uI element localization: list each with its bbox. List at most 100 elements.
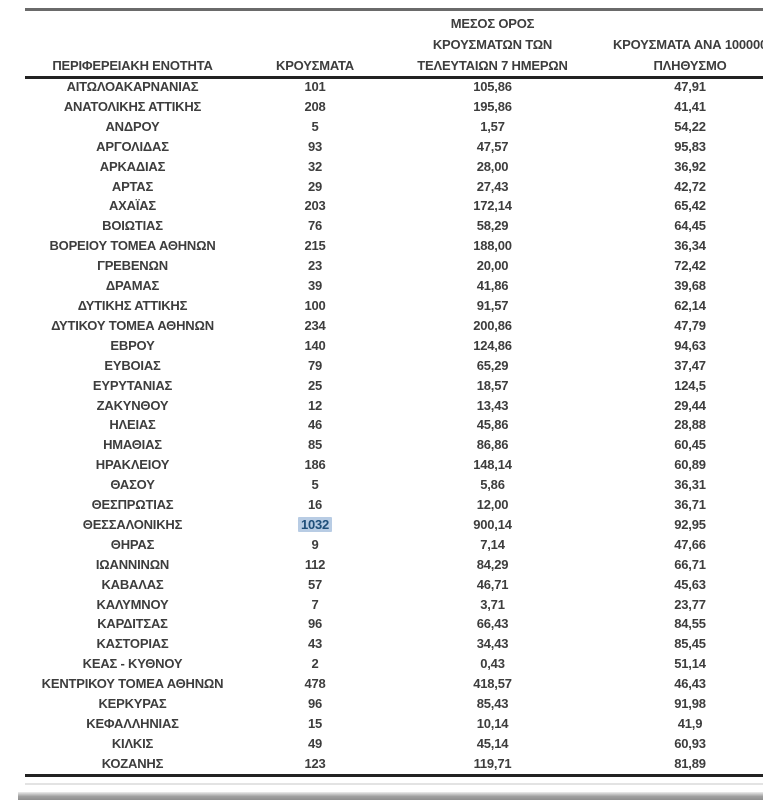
cell-text: 66,43 (476, 616, 509, 632)
cell-text: 60,93 (674, 735, 706, 751)
cell-text: 58,29 (476, 218, 509, 234)
table-row: ΘΕΣΣΑΛΟΝΙΚΗΣ 1032 900,14 92,95 (25, 515, 763, 535)
region-cell: ΕΥΒΟΙΑΣ (25, 356, 240, 376)
cell-text: ΒΟΙΩΤΙΑΣ (102, 218, 163, 234)
cell-text: 36,71 (674, 497, 706, 513)
cell-text: ΕΥΡΥΤΑΝΙΑΣ (92, 377, 173, 393)
avg7-cell: 34,43 (390, 634, 595, 654)
cell-text: 25 (307, 377, 323, 393)
avg7-cell: 45,14 (390, 734, 595, 754)
avg7-cell: 28,00 (390, 157, 595, 177)
cell-text: 200,86 (473, 317, 512, 333)
table-row: ΗΜΑΘΙΑΣ 85 86,86 60,45 (25, 435, 763, 455)
cell-text: 9 (311, 536, 319, 552)
bottom-gray-bar (18, 792, 763, 800)
region-cell: ΑΡΓΟΛΙΔΑΣ (25, 137, 240, 157)
avg7-cell: 105,86 (390, 77, 595, 97)
per100k-cell: 42,72 (595, 177, 763, 197)
region-cell: ΔΡΑΜΑΣ (25, 276, 240, 296)
cases-cell: 15 (240, 714, 390, 734)
per100k-cell: 60,89 (595, 455, 763, 475)
table-row: ΔΥΤΙΚΗΣ ΑΤΤΙΚΗΣ 100 91,57 62,14 (25, 296, 763, 316)
cell-text: 10,14 (476, 716, 509, 731)
cases-cell: 39 (240, 276, 390, 296)
cell-text: 81,89 (674, 755, 706, 771)
table-row: ΑΡΚΑΔΙΑΣ 32 28,00 36,92 (25, 157, 763, 177)
per100k-cell: 51,14 (595, 654, 763, 674)
avg7-cell: 18,57 (390, 376, 595, 396)
per100k-cell: 36,31 (595, 475, 763, 495)
cases-cell: 5 (240, 475, 390, 495)
region-cell: ΚΕΦΑΛΛΗΝΙΑΣ (25, 714, 240, 734)
cell-text: ΔΡΑΜΑΣ (105, 278, 160, 294)
avg7-cell: 41,86 (390, 276, 595, 296)
cases-cell: 478 (240, 674, 390, 694)
table-row: ΘΗΡΑΣ 9 7,14 47,66 (25, 535, 763, 555)
cell-text: 7 (311, 596, 319, 612)
cell-text: 12,00 (476, 497, 509, 513)
per100k-cell: 64,45 (595, 216, 763, 236)
cell-text: 101 (304, 79, 326, 94)
cell-text: 84,55 (674, 616, 706, 632)
per100k-cell: 81,89 (595, 754, 763, 774)
cell-text: 41,41 (674, 98, 706, 114)
region-cell: ΚΟΖΑΝΗΣ (25, 754, 240, 774)
cases-cell: 43 (240, 634, 390, 654)
per100k-cell: 23,77 (595, 595, 763, 615)
cell-text: 140 (304, 337, 326, 353)
cell-text: 94,63 (674, 337, 706, 353)
avg7-cell: 0,43 (390, 654, 595, 674)
table-row: ΑΡΤΑΣ 29 27,43 42,72 (25, 177, 763, 197)
cell-text: 5 (311, 477, 319, 493)
avg7-cell: 47,57 (390, 137, 595, 157)
per100k-cell: 72,42 (595, 256, 763, 276)
cell-text: 45,63 (674, 576, 706, 592)
cases-cell: 49 (240, 734, 390, 754)
table-row: ΕΥΒΟΙΑΣ 79 65,29 37,47 (25, 356, 763, 376)
cell-text: ΑΙΤΩΛΟΑΚΑΡΝΑΝΙΑΣ (66, 79, 199, 94)
cell-text: 96 (307, 696, 323, 712)
cell-text: ΚΙΛΚΙΣ (111, 735, 154, 751)
region-cell: ΒΟΙΩΤΙΑΣ (25, 216, 240, 236)
avg7-cell: 5,86 (390, 475, 595, 495)
region-cell: ΗΜΑΘΙΑΣ (25, 435, 240, 455)
cell-text: 119,71 (473, 755, 512, 771)
cell-text: 47,66 (674, 536, 706, 552)
per100k-cell: 62,14 (595, 296, 763, 316)
cell-text: ΘΕΣΠΡΩΤΙΑΣ (91, 497, 174, 513)
region-cell: ΚΑΣΤΟΡΙΑΣ (25, 634, 240, 654)
cases-cell: 96 (240, 694, 390, 714)
cell-text: ΘΕΣΣΑΛΟΝΙΚΗΣ (82, 516, 183, 532)
cell-text: 76 (307, 218, 323, 234)
per100k-cell: 39,68 (595, 276, 763, 296)
region-cell: ΑΝΑΤΟΛΙΚΗΣ ΑΤΤΙΚΗΣ (25, 97, 240, 117)
cell-text: 93 (307, 138, 323, 154)
cell-text: 100 (304, 297, 326, 313)
cell-text: ΕΥΒΟΙΑΣ (104, 357, 161, 373)
cell-text: 36,34 (674, 238, 706, 254)
per100k-cell: 124,5 (595, 376, 763, 396)
header-divider-rule (25, 76, 763, 79)
cell-text: 234 (304, 317, 326, 333)
col-header-7day-average: ΜΕΣΟΣ ΟΡΟΣ ΚΡΟΥΣΜΑΤΩΝ ΤΩΝ ΤΕΛΕΥΤΑΙΩΝ 7 Η… (417, 16, 568, 73)
per100k-cell: 66,71 (595, 555, 763, 575)
cases-cell: 2 (240, 654, 390, 674)
cell-text: 27,43 (476, 178, 509, 194)
cell-text: ΚΕΦΑΛΛΗΝΙΑΣ (86, 716, 179, 731)
cell-text: ΗΜΑΘΙΑΣ (103, 437, 162, 453)
avg7-cell: 65,29 (390, 356, 595, 376)
regional-cases-table: ΠΕΡΙΦΕΡΕΙΑΚΗ ΕΝΟΤΗΤΑ ΚΡΟΥΣΜΑΤΑ ΜΕΣΟΣ ΟΡΟ… (25, 13, 763, 774)
per100k-cell: 46,43 (595, 674, 763, 694)
region-cell: ΕΥΡΥΤΑΝΙΑΣ (25, 376, 240, 396)
cases-cell: 101 (240, 77, 390, 97)
cases-cell: 203 (240, 196, 390, 216)
avg7-cell: 119,71 (390, 754, 595, 774)
table-row: ΚΕΡΚΥΡΑΣ 96 85,43 91,98 (25, 694, 763, 714)
region-cell: ΘΑΣΟΥ (25, 475, 240, 495)
cell-text: 85 (307, 437, 323, 453)
cell-text: 39 (307, 278, 323, 294)
selected-value[interactable]: 1032 (297, 516, 333, 532)
per100k-cell: 85,45 (595, 634, 763, 654)
per100k-cell: 47,91 (595, 77, 763, 97)
cases-cell: 79 (240, 356, 390, 376)
